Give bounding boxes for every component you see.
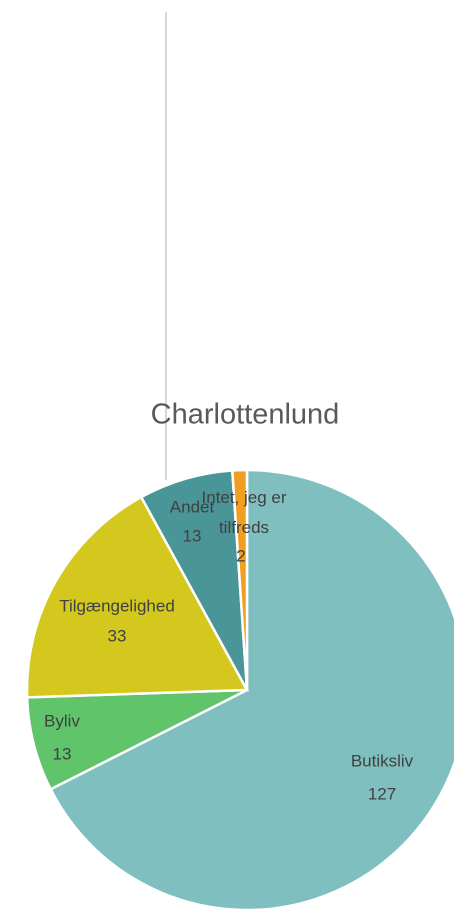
category-label: Tilgængelighed	[59, 596, 175, 615]
pie-slice	[48, 468, 454, 912]
category-label-box: Intet, jeg er tilfreds	[201, 488, 287, 537]
category-label: Byliv	[44, 711, 80, 730]
category-label: Andet	[170, 497, 215, 516]
category-label: Intet, jeg er tilfreds	[201, 488, 287, 537]
value-label: 127	[368, 784, 396, 803]
value-label: 13	[53, 744, 72, 763]
category-label: Butiksliv	[351, 751, 414, 770]
pie-slice	[230, 468, 249, 691]
value-label: 33	[108, 626, 127, 645]
value-label: 2	[236, 546, 245, 565]
chart-title: Charlottenlund	[151, 399, 340, 431]
labels: Butiksliv 127 Byliv 13 Tilgængelighed 33 Andet…	[44, 488, 414, 803]
pie-slice	[25, 495, 250, 699]
value-label: 13	[183, 526, 202, 545]
pie	[25, 468, 454, 912]
